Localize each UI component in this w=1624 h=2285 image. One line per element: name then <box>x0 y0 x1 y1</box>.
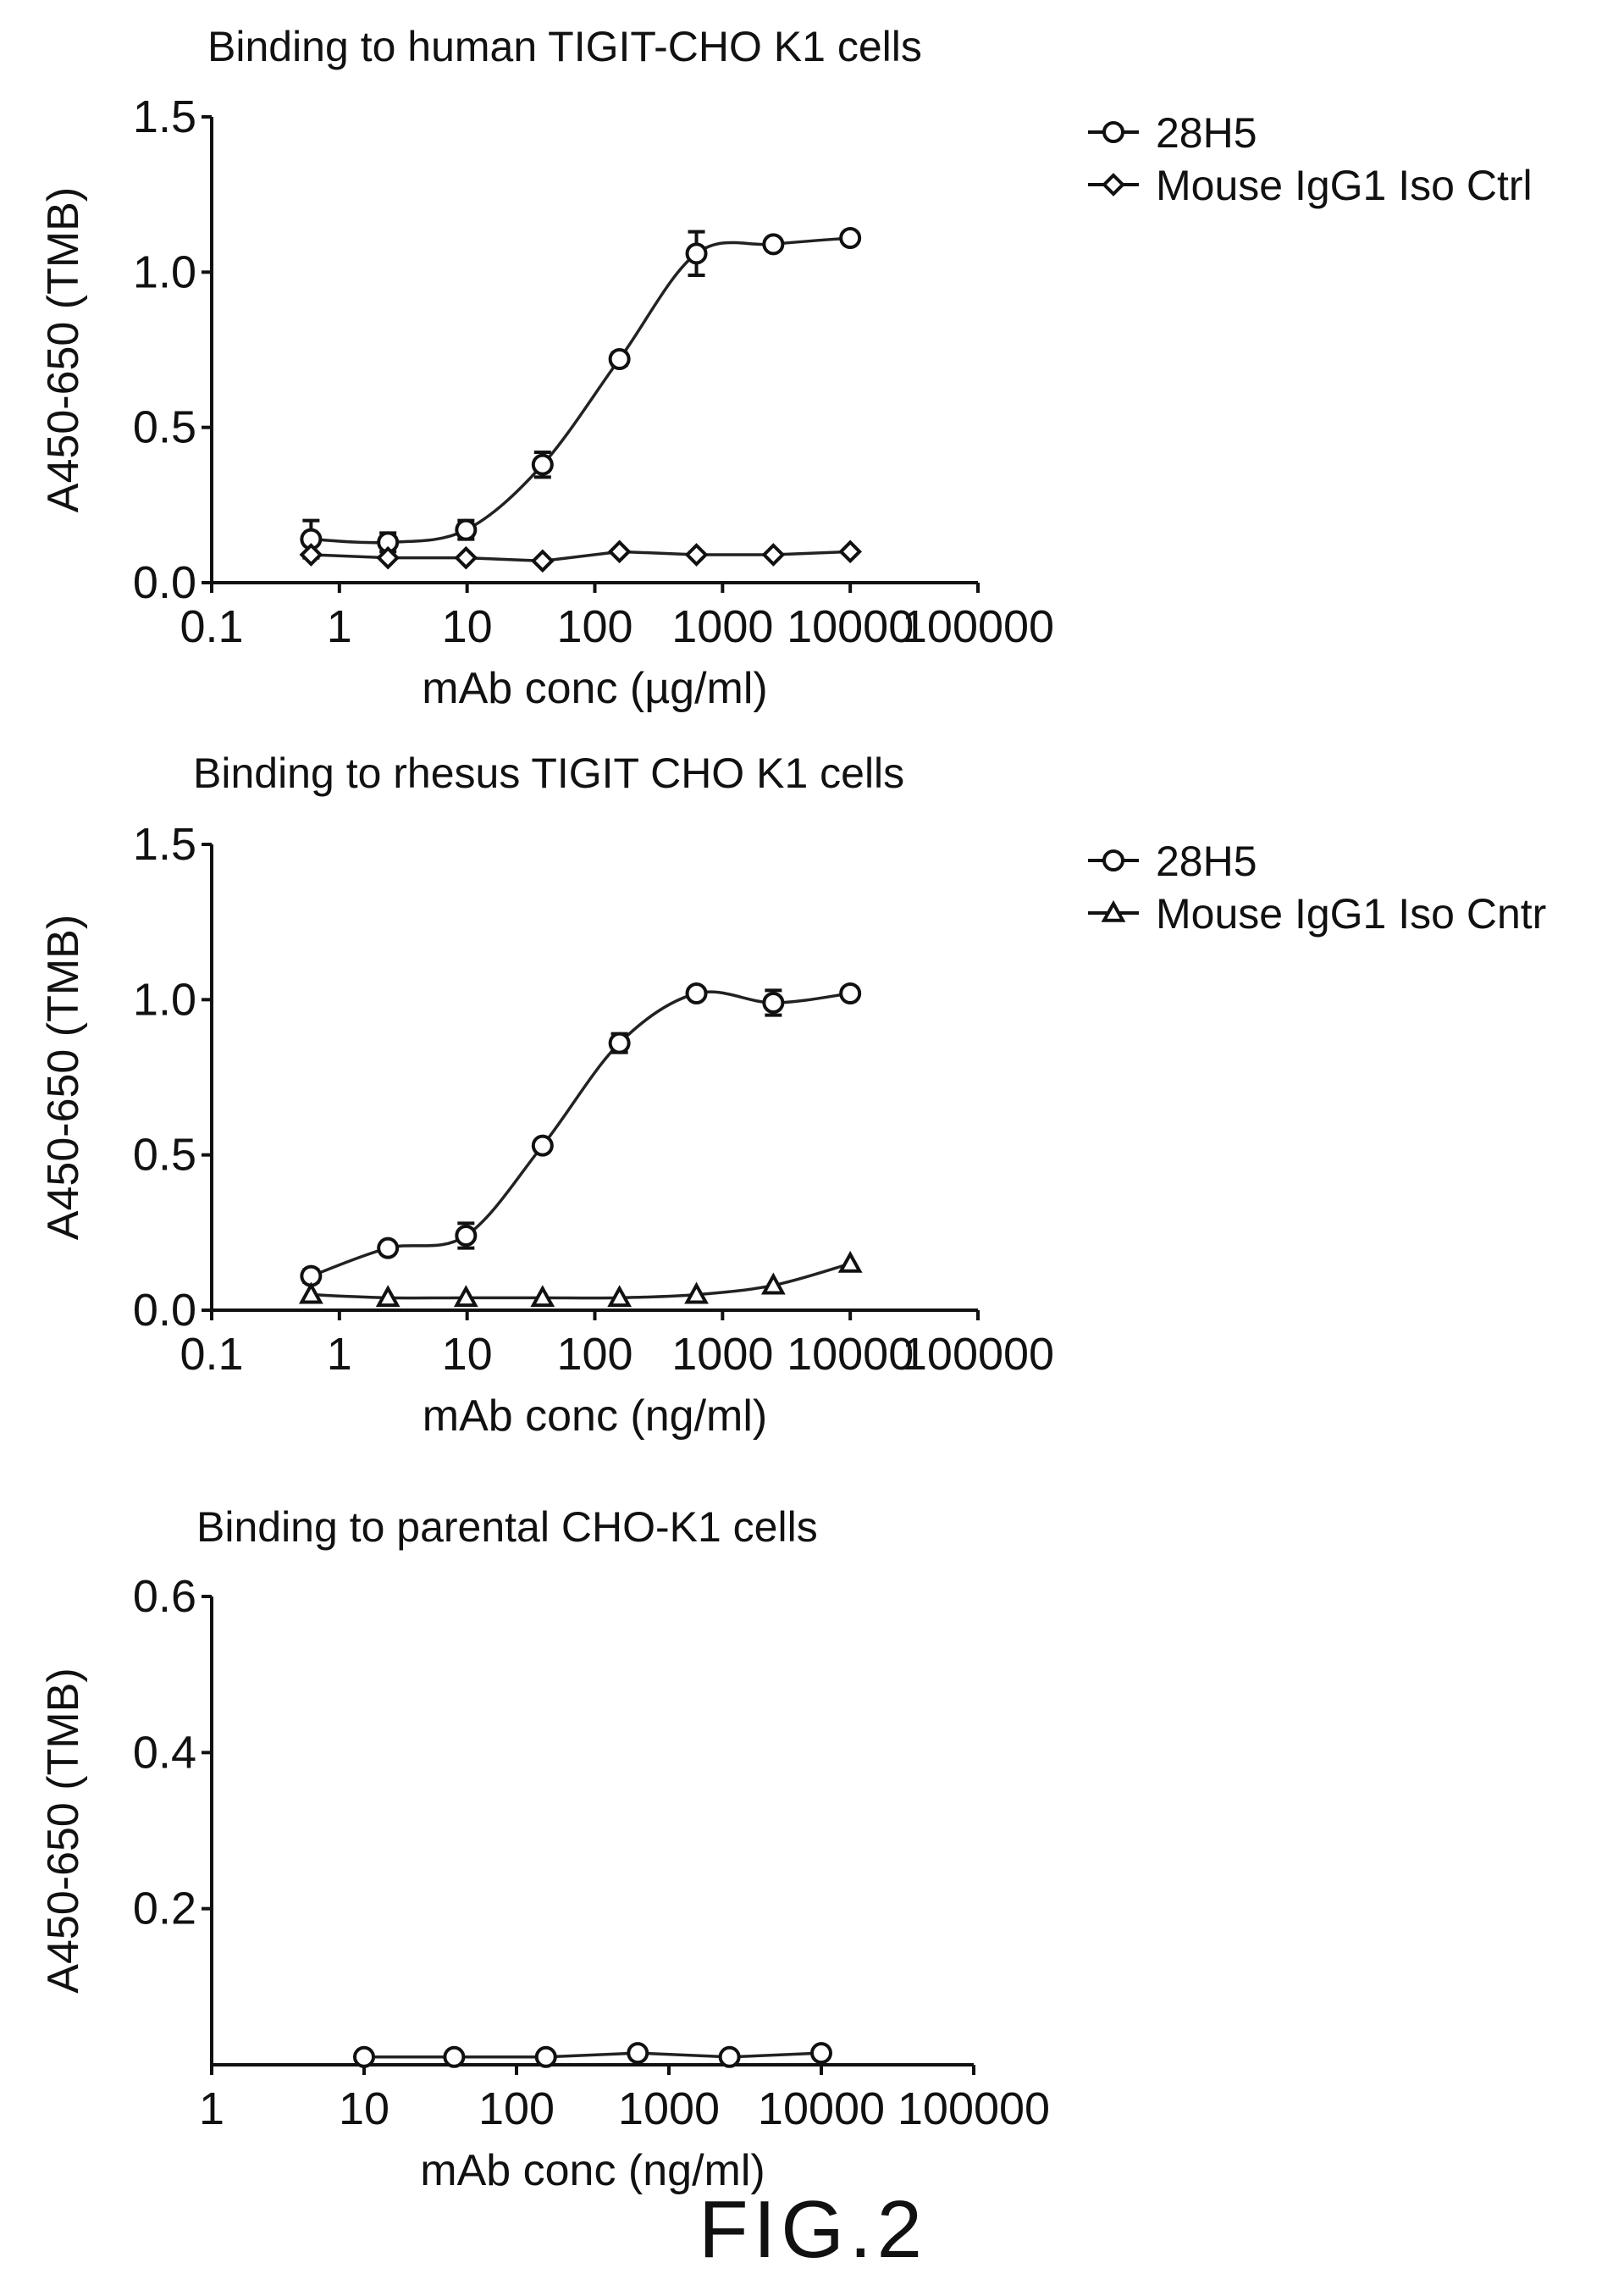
x-tick-label: 10 <box>339 2083 389 2134</box>
x-axis-label: mAb conc (ng/ml) <box>420 2146 765 2195</box>
chart-title: Binding to human TIGIT-CHO K1 cells <box>207 23 922 70</box>
y-tick-label: 0.6 <box>133 1571 196 1622</box>
data-point <box>685 242 708 265</box>
x-axis-label: mAb conc (ng/ml) <box>423 1391 767 1441</box>
data-point <box>608 1032 631 1054</box>
figure-label: FIG.2 <box>699 2184 927 2275</box>
y-axis-label: A450-650 (TMB) <box>39 187 88 512</box>
data-point <box>839 982 862 1004</box>
x-tick-label: 100000 <box>898 2083 1050 2134</box>
legend-marker <box>1101 899 1126 922</box>
data-point <box>607 539 632 564</box>
y-tick-label: 1.0 <box>133 246 196 297</box>
y-tick-label: 1.0 <box>133 974 196 1025</box>
data-point <box>531 1134 554 1157</box>
data-point <box>453 1285 478 1308</box>
x-tick-label: 1 <box>327 1329 352 1380</box>
y-tick-label: 1.5 <box>133 819 196 870</box>
data-point <box>377 1237 400 1259</box>
x-tick-label: 10000 <box>787 1329 914 1380</box>
legend-entry: Mouse IgG1 Iso Ctrl <box>1156 162 1533 209</box>
x-tick-label: 1 <box>199 2083 224 2134</box>
x-tick-label: 100000 <box>902 1329 1054 1380</box>
data-point <box>455 1225 478 1247</box>
chart-panel-3: Binding to parental CHO-K1 cells 0.2 0.4 0.… <box>39 1503 1050 2195</box>
series-1 <box>300 227 862 560</box>
series-line <box>310 990 851 1278</box>
data-point <box>353 2045 375 2068</box>
chart-title: Binding to parental CHO-K1 cells <box>196 1503 818 1551</box>
legend-entry: Mouse IgG1 Iso Cntr <box>1156 890 1546 938</box>
data-point <box>299 543 323 567</box>
series-2 <box>298 1250 863 1308</box>
chart-panel-1: Binding to human TIGIT-CHO K1 cells0.00.… <box>39 23 1533 713</box>
data-point <box>608 348 631 370</box>
chart-panel-2: Binding to rhesus TIGIT CHO K1 cells0.00… <box>39 750 1546 1441</box>
chart-title: Binding to rhesus TIGIT CHO K1 cells <box>193 750 904 797</box>
data-point <box>838 539 862 564</box>
data-point <box>837 1250 863 1273</box>
series-line <box>364 2051 822 2059</box>
x-tick-label: 100000 <box>902 601 1054 652</box>
x-axis-label: mAb conc (µg/ml) <box>422 664 767 713</box>
x-tick-label: 10000 <box>758 2083 885 2134</box>
data-point <box>607 1285 632 1308</box>
y-tick-label: 0.2 <box>133 1884 196 1934</box>
x-tick-label: 10 <box>442 601 493 652</box>
x-tick-label: 1000 <box>618 2083 720 2134</box>
x-tick-label: 100 <box>556 1329 632 1380</box>
y-tick-label: 1.5 <box>133 91 196 142</box>
x-tick-label: 10 <box>442 1329 493 1380</box>
series-2 <box>299 539 862 573</box>
data-point <box>761 543 786 567</box>
data-point <box>298 1281 323 1304</box>
x-tick-label: 0.1 <box>180 601 243 652</box>
y-tick-label: 0.5 <box>133 402 196 453</box>
data-point <box>376 545 400 570</box>
data-point <box>375 1285 400 1308</box>
y-tick-label: 0.4 <box>133 1727 196 1778</box>
data-point <box>443 2045 466 2068</box>
data-point <box>762 233 785 256</box>
legend-marker <box>1102 849 1124 871</box>
y-axis-label: A450-650 (TMB) <box>39 915 88 1240</box>
data-point <box>839 227 862 249</box>
data-point <box>684 1281 709 1304</box>
data-point <box>627 2042 649 2065</box>
legend-entry: 28H5 <box>1156 838 1257 885</box>
data-point <box>760 1272 786 1295</box>
data-point <box>531 453 554 476</box>
data-point <box>718 2045 741 2068</box>
data-point <box>685 982 708 1004</box>
data-point <box>454 545 478 570</box>
legend-marker <box>1102 121 1124 143</box>
legend: 28H5 Mouse IgG1 Iso Ctrl <box>1088 109 1533 209</box>
data-point <box>684 543 709 567</box>
x-tick-label: 10000 <box>787 601 914 652</box>
series-1 <box>300 982 862 1287</box>
y-axis-label: A450-650 (TMB) <box>39 1668 88 1993</box>
x-tick-label: 1000 <box>671 601 773 652</box>
data-point <box>810 2042 832 2065</box>
series-line <box>311 236 851 545</box>
series-1 <box>353 2042 832 2068</box>
y-tick-label: 0.5 <box>133 1130 196 1181</box>
data-point <box>455 518 478 541</box>
legend: 28H5 Mouse IgG1 Iso Cntr <box>1088 838 1546 938</box>
x-tick-label: 0.1 <box>180 1329 243 1380</box>
data-point <box>762 992 785 1014</box>
y-tick-label: 0.0 <box>133 557 196 608</box>
y-tick-label: 0.0 <box>133 1285 196 1336</box>
legend-marker <box>1102 173 1125 196</box>
x-tick-label: 1 <box>327 601 352 652</box>
data-point <box>530 549 555 573</box>
x-tick-label: 100 <box>478 2083 555 2134</box>
x-tick-label: 100 <box>556 601 632 652</box>
x-tick-label: 1000 <box>671 1329 773 1380</box>
data-point <box>530 1285 555 1308</box>
series-line <box>311 550 851 563</box>
data-point <box>534 2045 557 2068</box>
legend-entry: 28H5 <box>1156 109 1257 157</box>
